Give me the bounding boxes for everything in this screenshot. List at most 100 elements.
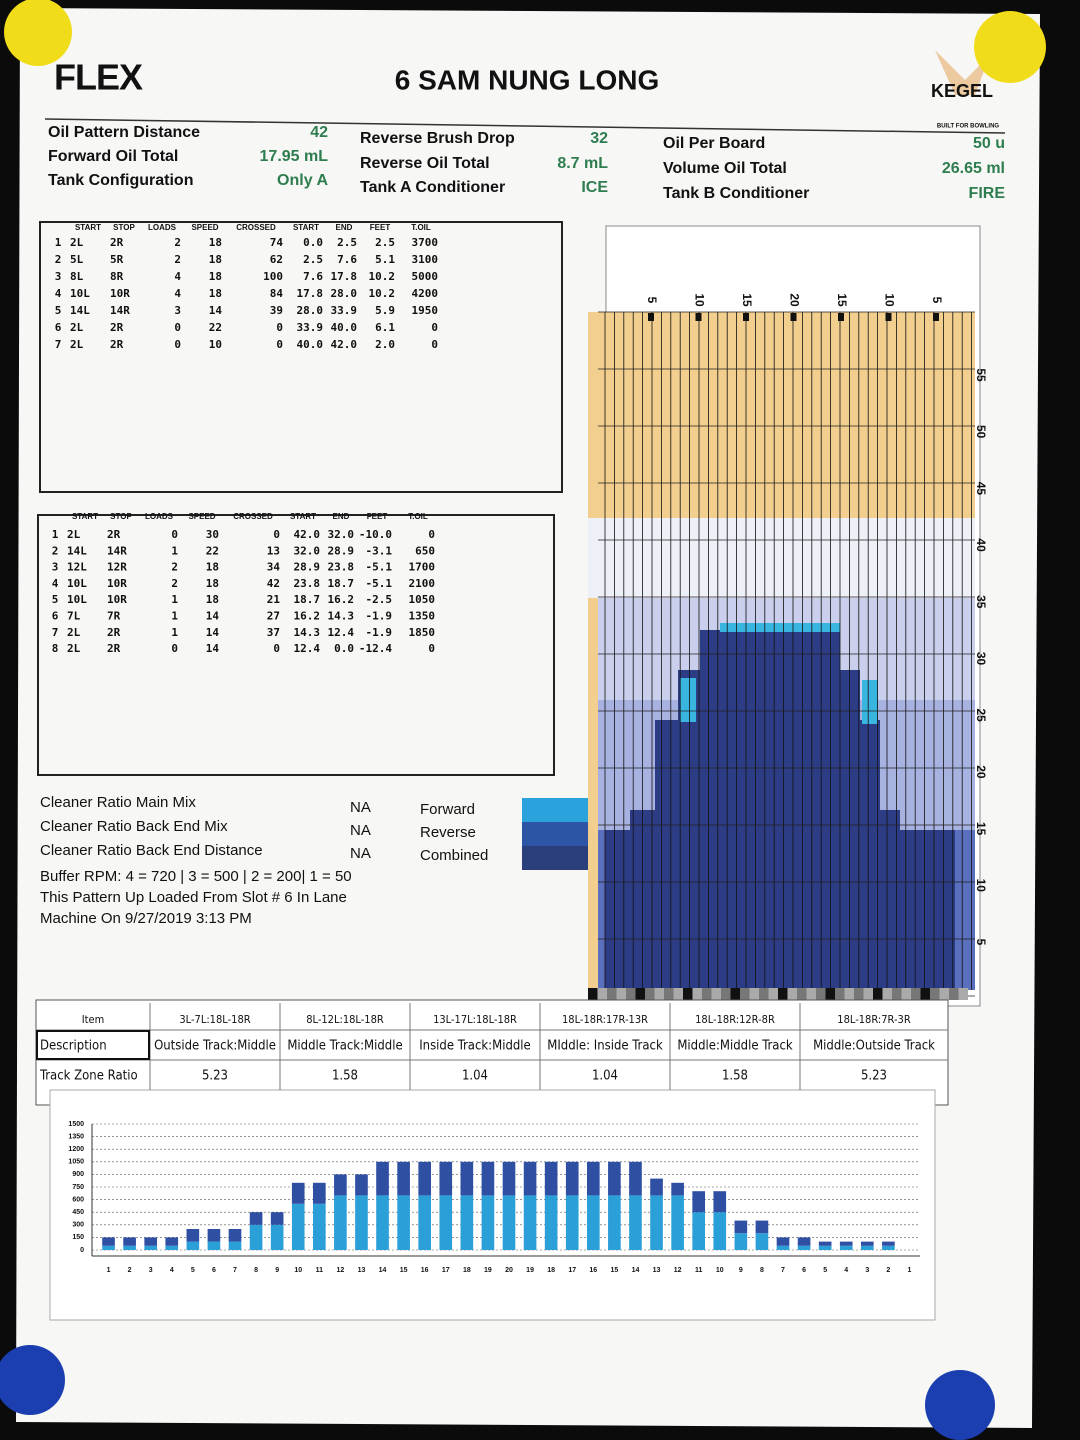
table-cell: 5 bbox=[55, 304, 62, 317]
board-marker bbox=[885, 313, 892, 321]
board-tile bbox=[692, 988, 702, 1000]
board-tile bbox=[664, 988, 674, 1000]
x-tick-label: 15 bbox=[610, 1267, 618, 1274]
bar bbox=[228, 1229, 242, 1242]
table-cell: 18 bbox=[209, 270, 222, 283]
summary-value: 42 bbox=[310, 124, 328, 141]
cleaner-value: NA bbox=[350, 845, 371, 862]
table-cell: 0.0 bbox=[303, 236, 323, 249]
x-tick-label: 15 bbox=[400, 1267, 408, 1274]
brand-icon bbox=[935, 50, 990, 95]
y-tick-label: 600 bbox=[72, 1196, 84, 1203]
table-cell: 8 bbox=[52, 642, 59, 655]
table-cell: 14 bbox=[209, 304, 223, 317]
bar bbox=[608, 1195, 621, 1250]
table-cell: 2 bbox=[55, 253, 62, 266]
bar bbox=[565, 1195, 579, 1250]
table-cell: 2L bbox=[70, 321, 84, 334]
board-tile bbox=[911, 988, 921, 1000]
table-cell: 10 bbox=[209, 338, 222, 351]
board-marker bbox=[933, 313, 939, 321]
summary-value: 50 u bbox=[973, 135, 1005, 152]
table-cell: 12.4 bbox=[328, 626, 355, 639]
table-cell: 42 bbox=[267, 577, 280, 590]
bar bbox=[734, 1220, 748, 1234]
table-cell: 0 bbox=[431, 321, 438, 334]
pattern-title: 6 SAM NUNG LONG bbox=[395, 64, 659, 95]
bar bbox=[692, 1212, 706, 1250]
bar bbox=[355, 1195, 368, 1250]
board-tile bbox=[645, 988, 655, 1000]
table-cell: 2 bbox=[171, 577, 178, 590]
table-header: FEET bbox=[370, 223, 391, 232]
summary-label: Oil Per Board bbox=[663, 135, 765, 152]
cleaner-label: Cleaner Ratio Back End Mix bbox=[40, 818, 228, 835]
x-tick-label: 18 bbox=[463, 1267, 471, 1274]
board-tile bbox=[654, 988, 664, 1000]
lane-accent bbox=[720, 623, 840, 632]
table-cell: 14.3 bbox=[294, 626, 321, 639]
table-cell: 0 bbox=[276, 338, 283, 351]
bar bbox=[650, 1178, 663, 1196]
bar bbox=[544, 1195, 558, 1250]
x-tick-label: 18 bbox=[547, 1267, 555, 1274]
table-cell: 12L bbox=[67, 561, 87, 574]
bar bbox=[502, 1195, 516, 1250]
x-tick-label: 3 bbox=[865, 1267, 869, 1274]
lane-accent bbox=[680, 678, 696, 722]
lane-light bbox=[588, 518, 975, 598]
table-cell: 3 bbox=[55, 270, 62, 283]
summary-value: 26.65 ml bbox=[942, 160, 1005, 177]
table-cell: 2R bbox=[110, 236, 124, 249]
bar bbox=[860, 1241, 874, 1246]
track-cell: Middle:Outside Track bbox=[813, 1039, 935, 1054]
bar bbox=[839, 1245, 853, 1250]
board-tile bbox=[873, 988, 883, 1000]
board-marker bbox=[790, 313, 797, 321]
track-cell: MIddle: Inside Track bbox=[547, 1039, 663, 1054]
legend-swatch bbox=[522, 846, 592, 870]
x-tick-label: 6 bbox=[212, 1267, 216, 1274]
x-tick-label: 1 bbox=[107, 1267, 111, 1274]
bar bbox=[165, 1237, 179, 1246]
summary-label: Tank Configuration bbox=[48, 172, 193, 189]
note: Machine On 9/27/2019 3:13 PM bbox=[40, 910, 252, 927]
summary-value: 32 bbox=[590, 130, 608, 147]
bar bbox=[544, 1161, 558, 1196]
table-cell: 62 bbox=[270, 253, 283, 266]
track-cell: Track Zone Ratio bbox=[39, 1069, 138, 1084]
table-cell: -12.4 bbox=[359, 642, 392, 655]
brand: KEGEL bbox=[931, 81, 993, 101]
table-cell: 1 bbox=[55, 236, 62, 249]
table-cell: 2 bbox=[52, 544, 59, 557]
y-tick-label: 900 bbox=[72, 1171, 84, 1178]
board-tile bbox=[588, 988, 598, 1000]
table-cell: 0 bbox=[276, 321, 283, 334]
bar bbox=[860, 1245, 874, 1250]
board-label: 10 bbox=[882, 293, 896, 307]
board-label: 5 bbox=[645, 297, 659, 304]
y-tick-label: 300 bbox=[72, 1222, 84, 1229]
summary-value: ICE bbox=[581, 179, 608, 196]
table-cell: 2R bbox=[110, 338, 124, 351]
board-tile bbox=[920, 988, 930, 1000]
table-cell: 32.0 bbox=[294, 544, 321, 557]
board-marker bbox=[695, 313, 702, 321]
board-tile bbox=[673, 988, 683, 1000]
y-tick-label: 1500 bbox=[68, 1121, 84, 1128]
table-cell: 33.9 bbox=[297, 321, 324, 334]
table-cell: 2R bbox=[107, 642, 121, 655]
bar bbox=[102, 1245, 115, 1250]
table-cell: 100 bbox=[263, 270, 283, 283]
board-label: 15 bbox=[740, 293, 754, 307]
summary-label: Oil Pattern Distance bbox=[48, 124, 200, 141]
table-cell: 14.3 bbox=[328, 610, 355, 623]
table-cell: 40.0 bbox=[331, 321, 358, 334]
bar bbox=[249, 1224, 263, 1250]
tagline: BUILT FOR BOWLING bbox=[937, 124, 1000, 130]
bar bbox=[776, 1245, 790, 1250]
bar bbox=[608, 1161, 621, 1196]
board-tile bbox=[740, 988, 750, 1000]
table-cell: 10L bbox=[67, 593, 87, 606]
